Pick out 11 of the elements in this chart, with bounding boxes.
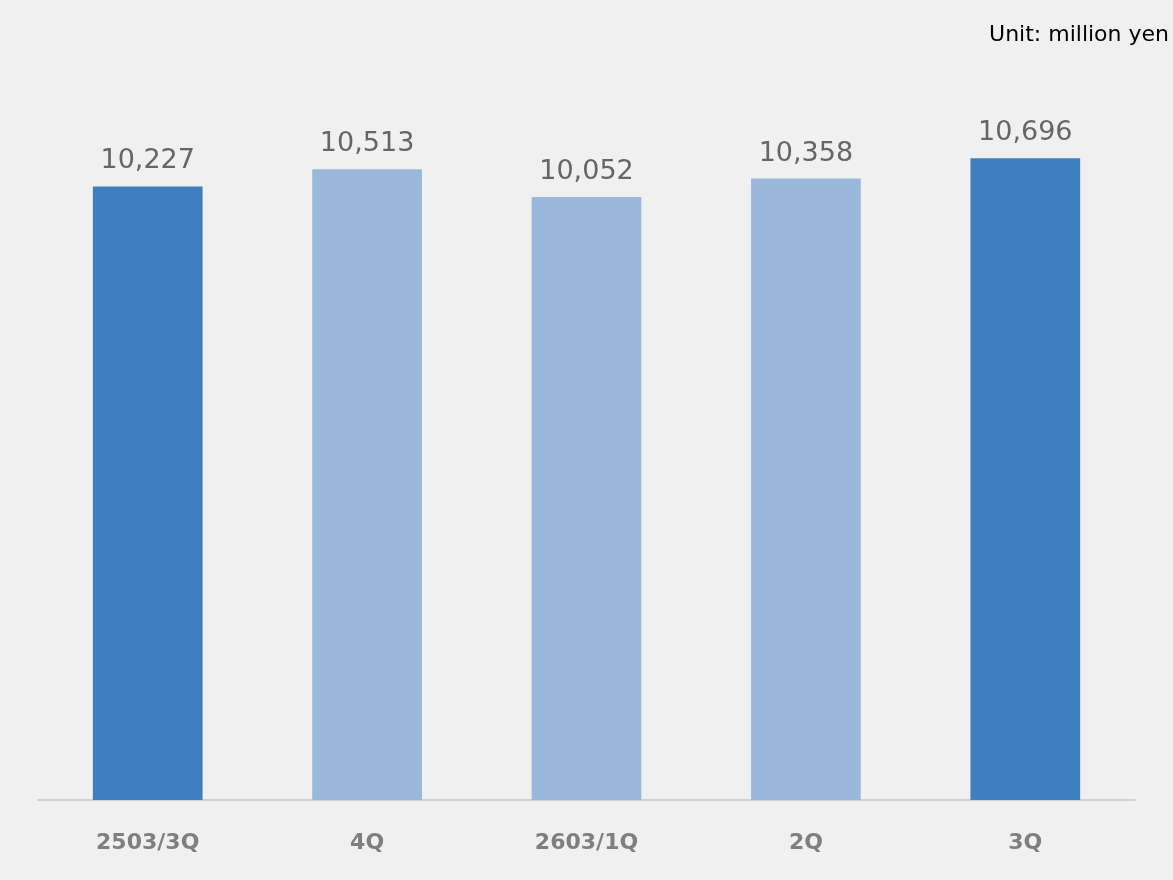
data-label: 10,358 xyxy=(758,135,854,167)
data-label: 10,513 xyxy=(319,126,415,158)
data-label: 10,696 xyxy=(978,115,1073,147)
data-label: 10,227 xyxy=(100,143,195,175)
data-label: 10,052 xyxy=(539,153,634,185)
x-tick-label: 4Q xyxy=(350,828,385,854)
x-tick-label: 2603/1Q xyxy=(534,828,639,854)
x-tick-label: 3Q xyxy=(1008,828,1043,854)
x-tick-label: 2Q xyxy=(788,828,823,854)
x-tick-label: 2503/3Q xyxy=(96,828,200,854)
text: Unit: million yen xyxy=(989,20,1169,46)
